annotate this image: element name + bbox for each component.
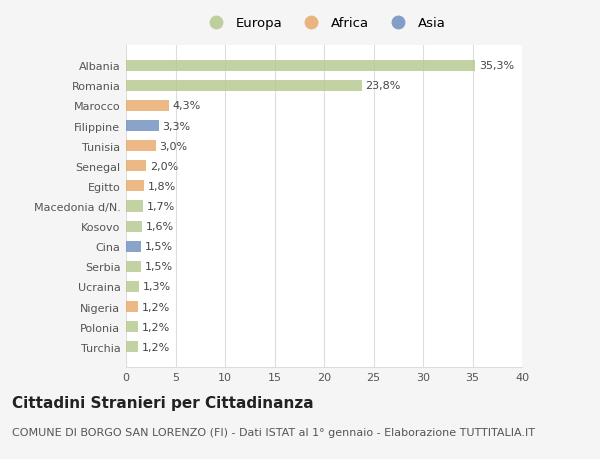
Bar bbox=[126, 141, 156, 152]
Text: 1,8%: 1,8% bbox=[148, 181, 176, 191]
Bar bbox=[126, 121, 158, 132]
Text: 1,2%: 1,2% bbox=[142, 342, 170, 352]
Legend: Europa, Africa, Asia: Europa, Africa, Asia bbox=[202, 17, 446, 30]
Bar bbox=[126, 261, 141, 272]
Bar bbox=[126, 341, 138, 353]
Bar bbox=[126, 101, 169, 112]
Text: 1,2%: 1,2% bbox=[142, 302, 170, 312]
Bar bbox=[126, 302, 138, 313]
Text: 1,7%: 1,7% bbox=[147, 202, 175, 212]
Text: 1,3%: 1,3% bbox=[143, 282, 171, 292]
Text: 3,0%: 3,0% bbox=[160, 141, 188, 151]
Bar bbox=[126, 321, 138, 332]
Bar bbox=[126, 181, 144, 192]
Text: 1,2%: 1,2% bbox=[142, 322, 170, 332]
Bar bbox=[126, 241, 141, 252]
Bar bbox=[126, 221, 142, 232]
Text: 23,8%: 23,8% bbox=[365, 81, 401, 91]
Bar bbox=[126, 161, 146, 172]
Bar bbox=[126, 81, 362, 92]
Bar bbox=[126, 61, 475, 72]
Text: 4,3%: 4,3% bbox=[173, 101, 201, 111]
Text: 35,3%: 35,3% bbox=[479, 61, 515, 71]
Text: 2,0%: 2,0% bbox=[150, 162, 178, 171]
Bar bbox=[126, 201, 143, 212]
Text: Cittadini Stranieri per Cittadinanza: Cittadini Stranieri per Cittadinanza bbox=[12, 395, 314, 410]
Text: COMUNE DI BORGO SAN LORENZO (FI) - Dati ISTAT al 1° gennaio - Elaborazione TUTTI: COMUNE DI BORGO SAN LORENZO (FI) - Dati … bbox=[12, 427, 535, 437]
Bar bbox=[126, 281, 139, 292]
Text: 1,5%: 1,5% bbox=[145, 242, 173, 252]
Text: 3,3%: 3,3% bbox=[163, 121, 191, 131]
Text: 1,5%: 1,5% bbox=[145, 262, 173, 272]
Text: 1,6%: 1,6% bbox=[146, 222, 174, 232]
